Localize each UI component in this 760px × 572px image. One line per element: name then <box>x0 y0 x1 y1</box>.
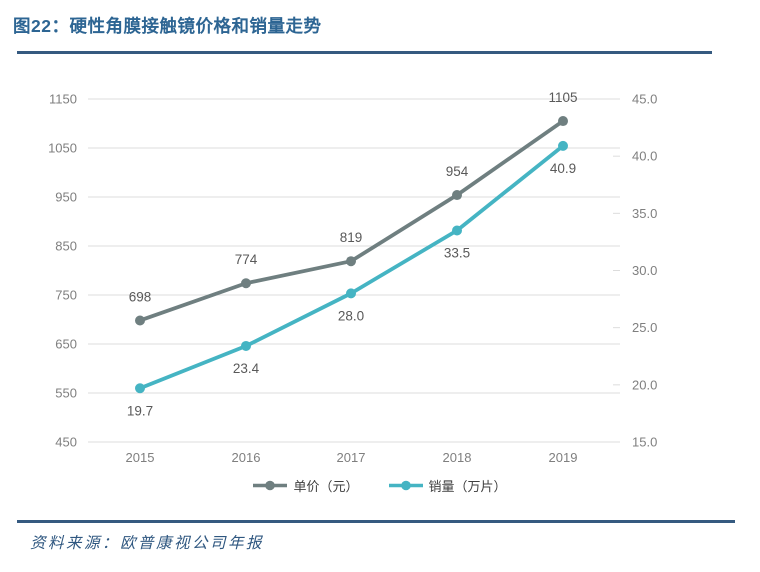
right-axis-tick-label: 20.0 <box>632 377 657 392</box>
unit-price-point-marker <box>241 278 251 289</box>
sales-volume-data-label: 40.9 <box>550 161 576 176</box>
left-axis-tick-label: 450 <box>55 435 77 450</box>
x-axis-tick-label: 2015 <box>126 450 155 465</box>
title-divider <box>17 51 712 54</box>
left-axis-tick-label: 1050 <box>48 141 77 156</box>
sales-volume-data-label: 23.4 <box>233 361 260 376</box>
sales-volume-point-marker <box>346 288 356 299</box>
sales-volume-point-marker <box>135 383 145 394</box>
sales-volume-data-label: 19.7 <box>127 403 153 418</box>
right-axis-tick-label: 45.0 <box>632 92 657 107</box>
right-axis-tick-label: 35.0 <box>632 206 657 221</box>
sales-volume-point-marker <box>452 225 462 236</box>
unit-price-point-marker <box>452 190 462 201</box>
sales-volume-line <box>138 143 565 391</box>
left-axis-tick-label: 550 <box>55 386 77 401</box>
legend-label: 单价（元） <box>293 479 359 494</box>
x-axis-tick-label: 2018 <box>443 450 472 465</box>
figure-title: 图22：硬性角膜接触镜价格和销量走势 <box>13 16 322 36</box>
left-axis-tick-label: 1150 <box>49 92 77 107</box>
left-axis-tick-label: 750 <box>55 288 77 303</box>
left-axis-tick-label: 950 <box>55 190 77 205</box>
right-axis-tick-label: 40.0 <box>632 149 657 164</box>
unit-price-point-marker <box>135 315 145 326</box>
right-axis-tick-label: 30.0 <box>632 263 657 278</box>
line-marker-icon <box>388 480 423 491</box>
x-axis-tick-label: 2016 <box>232 450 261 465</box>
line-marker-icon <box>253 480 288 491</box>
x-axis-tick-label: 2017 <box>337 450 366 465</box>
source-note: 资料来源：欧普康视公司年报 <box>30 535 265 552</box>
unit-price-point-marker <box>558 116 568 127</box>
sales-volume-point-marker <box>558 140 568 151</box>
unit-price-data-label: 954 <box>446 164 469 179</box>
x-axis-tick-label: 2019 <box>549 450 578 465</box>
legend-item-unit-price: 单价（元） <box>253 476 359 495</box>
legend-label: 销量（万片） <box>428 479 507 494</box>
left-axis-tick-label: 650 <box>55 337 77 352</box>
right-axis-tick-label: 25.0 <box>632 320 657 335</box>
sales-volume-data-label: 28.0 <box>338 308 364 323</box>
left-axis-tick-label: 850 <box>55 239 77 254</box>
right-axis-tick-label: 15.0 <box>632 435 657 450</box>
unit-price-data-label: 1105 <box>548 90 577 105</box>
sales-volume-point-marker <box>241 340 251 351</box>
unit-price-data-label: 819 <box>340 230 363 245</box>
legend-item-sales-volume: 销量（万片） <box>388 476 507 495</box>
unit-price-data-label: 698 <box>129 289 152 304</box>
sales-volume-data-label: 33.5 <box>444 245 470 260</box>
unit-price-point-marker <box>346 256 356 267</box>
chart-legend: 单价（元） 销量（万片） <box>0 476 760 495</box>
footer-divider <box>17 520 735 523</box>
unit-price-data-label: 774 <box>235 252 258 267</box>
